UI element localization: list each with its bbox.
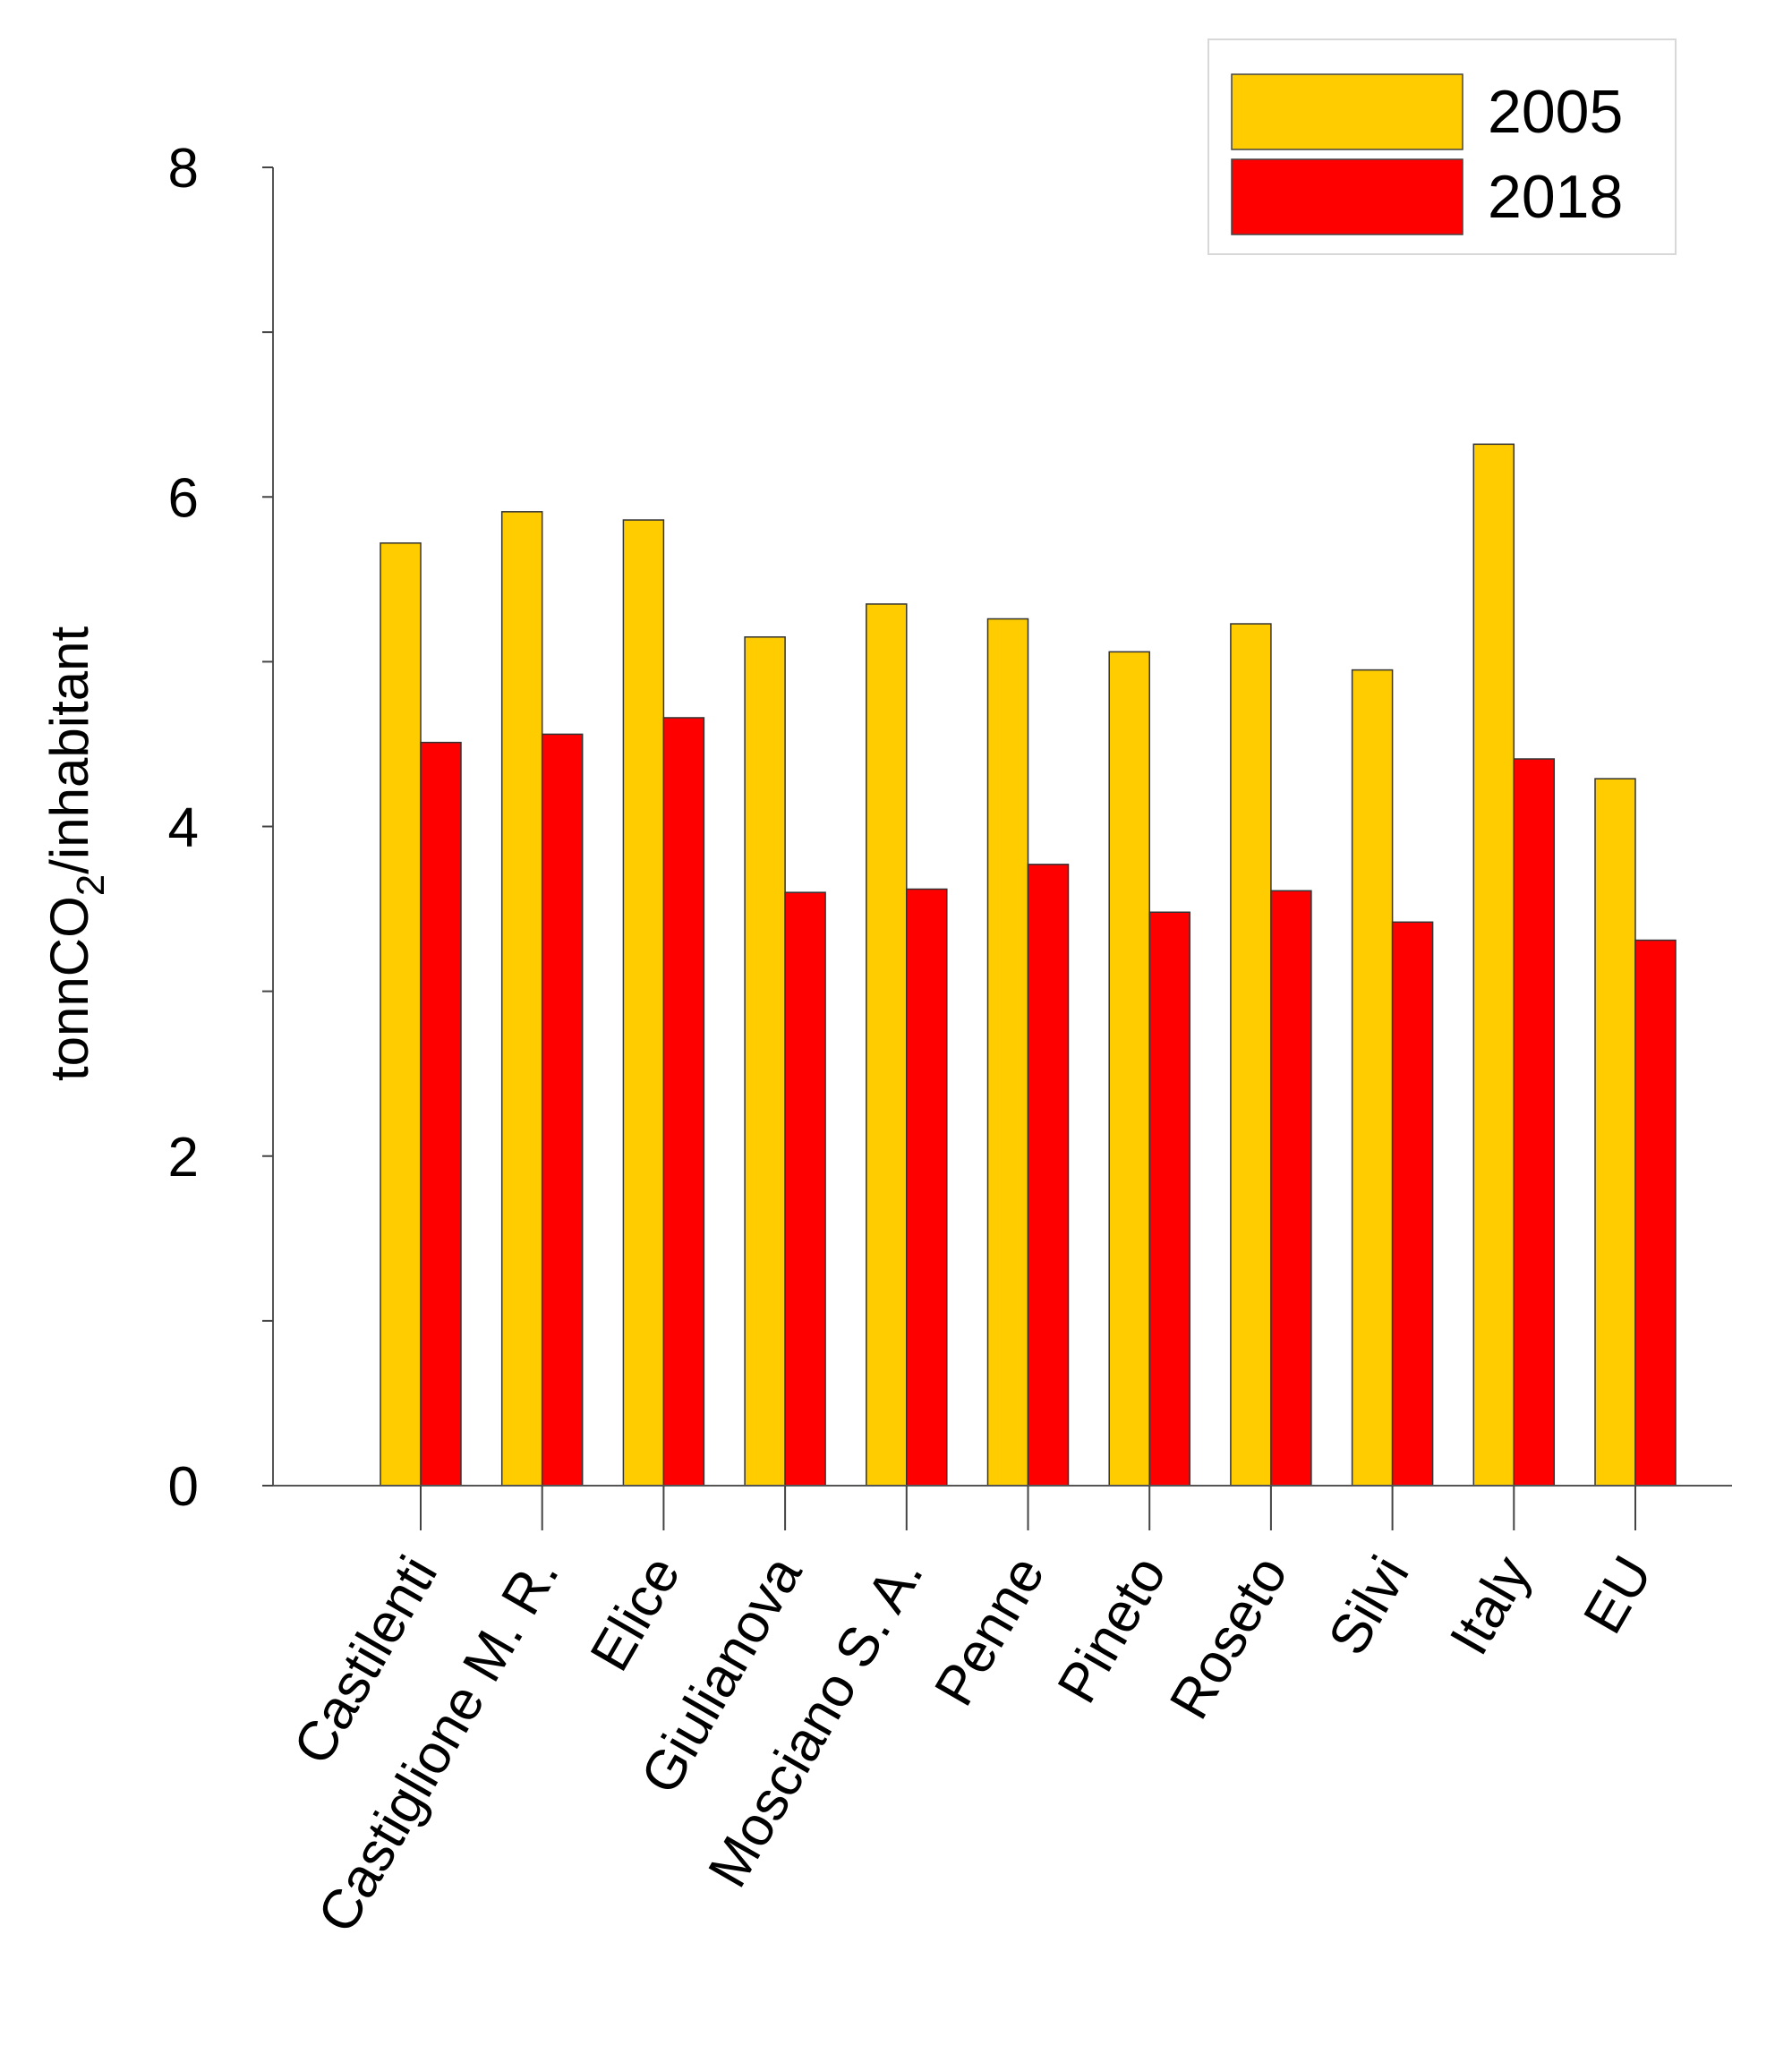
bar-2005-giulianova [744, 636, 786, 1487]
x-category-label: Italy [1438, 1546, 1543, 1666]
bar-2005-italy [1472, 443, 1515, 1487]
legend-label-2005: 2005 [1488, 78, 1623, 146]
y-tick-label: 0 [168, 1456, 199, 1518]
bar-2018-italy [1513, 758, 1556, 1487]
x-category-label: Silvi [1317, 1546, 1421, 1666]
bar-2018-eu [1634, 939, 1677, 1487]
x-category-label: Roseto [1158, 1546, 1300, 1730]
y-axis-title-suffix: /inhabitant [39, 626, 99, 874]
x-category-label: Pineto [1046, 1546, 1179, 1714]
bar-2018-giulianova [784, 891, 826, 1487]
y-axis-title-subscript: 2 [69, 874, 113, 896]
y-tick-label: 2 [168, 1127, 199, 1189]
bar-2018-mosciano-s-a [906, 888, 948, 1487]
x-category-label: Elice [579, 1546, 693, 1682]
bar-2005-eu [1594, 778, 1636, 1487]
bars-layer [380, 443, 1677, 1487]
y-axis-title: tonnCO2/inhabitant [39, 626, 113, 1081]
bar-2018-castilenti [420, 741, 462, 1487]
bar-2005-mosciano-s-a [866, 603, 908, 1487]
y-axis-title-main: tonnCO [39, 896, 99, 1081]
bar-2018-elice [662, 717, 705, 1487]
y-tick-label: 4 [168, 797, 199, 859]
bar-2018-penne [1027, 864, 1070, 1487]
x-category-label: EU [1572, 1546, 1664, 1644]
bar-2005-roseto [1230, 623, 1272, 1487]
bar-2005-pineto [1108, 651, 1150, 1487]
x-category-label: Penne [923, 1546, 1056, 1717]
bar-2005-castilenti [380, 542, 422, 1487]
legend-swatch-2005 [1231, 73, 1463, 150]
legend-label-2018: 2018 [1488, 163, 1623, 231]
legend: 2005 2018 [1207, 38, 1677, 255]
y-ticks: 0 2 4 6 8 [168, 138, 273, 1518]
bar-2005-penne [986, 618, 1029, 1487]
y-tick-label: 8 [168, 138, 199, 200]
bar-2018-castiglione-m-r [541, 733, 584, 1487]
x-ticks [420, 1486, 1636, 1530]
bar-2005-silvi [1351, 669, 1394, 1487]
bar-2005-elice [622, 519, 665, 1487]
y-tick-label: 6 [168, 467, 199, 529]
bar-2018-roseto [1270, 890, 1312, 1487]
bar-2018-silvi [1391, 921, 1434, 1487]
bar-2018-pineto [1148, 911, 1190, 1487]
legend-swatch-2018 [1231, 158, 1463, 235]
bar-2005-castiglione-m-r [500, 511, 543, 1487]
